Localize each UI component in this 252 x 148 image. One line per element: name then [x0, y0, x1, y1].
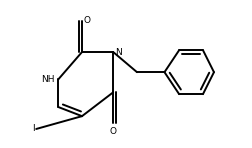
Text: I: I	[32, 124, 34, 133]
Text: O: O	[84, 16, 91, 25]
Text: NH: NH	[41, 75, 54, 84]
Text: N: N	[115, 48, 122, 57]
Text: O: O	[110, 127, 117, 136]
